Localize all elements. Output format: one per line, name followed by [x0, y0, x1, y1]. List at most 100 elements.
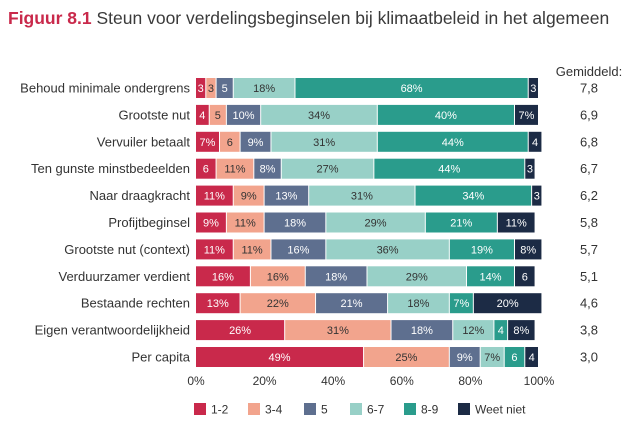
- bar-segment: [264, 185, 309, 206]
- data-label: 25%: [395, 352, 417, 364]
- data-label: 4: [529, 352, 535, 364]
- gemiddeld-value: 5,8: [580, 215, 598, 230]
- data-label: 31%: [351, 191, 373, 203]
- bar-segment: [209, 104, 226, 125]
- bar-segment: [271, 239, 326, 260]
- data-label: 9%: [241, 191, 257, 203]
- data-label: 7%: [484, 352, 500, 364]
- bar-segment: [326, 212, 425, 233]
- bar-segment: [497, 212, 535, 233]
- legend-swatch: [350, 403, 362, 415]
- bar-segment: [377, 104, 514, 125]
- data-label: 7%: [200, 137, 216, 149]
- gemiddeld-value: 6,8: [580, 134, 598, 149]
- data-label: 7%: [519, 110, 535, 122]
- data-label: 29%: [406, 271, 428, 283]
- bar-segment: [449, 239, 514, 260]
- bar-segment: [196, 158, 216, 179]
- data-label: 8%: [513, 325, 529, 337]
- data-label: 18%: [253, 83, 275, 95]
- gemiddeld-value: 5,7: [580, 242, 598, 257]
- data-label: 3: [198, 83, 204, 95]
- bar-segment: [473, 293, 542, 314]
- data-label: 27%: [317, 164, 339, 176]
- bar-segment: [196, 239, 233, 260]
- category-label: Eigen verantwoordelijkheid: [35, 323, 190, 338]
- data-label: 34%: [462, 191, 484, 203]
- data-label: 9%: [457, 352, 473, 364]
- bar-segment: [514, 239, 542, 260]
- legend-swatch: [404, 403, 416, 415]
- data-label: 7%: [453, 298, 469, 310]
- gemiddeld-header: Gemiddeld:: [556, 64, 622, 79]
- data-label: 18%: [284, 218, 306, 230]
- figure-number: Figuur 8.1: [8, 8, 92, 28]
- category-label: Bestaande rechten: [81, 296, 190, 311]
- legend-swatch: [248, 403, 260, 415]
- data-label: 40%: [435, 110, 457, 122]
- data-label: 4: [199, 110, 205, 122]
- data-label: 44%: [438, 164, 460, 176]
- gemiddeld-value: 6,9: [580, 107, 598, 122]
- legend-label: 1-2: [211, 403, 229, 417]
- bar-segment: [466, 266, 514, 287]
- bar-segment: [196, 131, 220, 152]
- category-label: Profijtbeginsel: [108, 215, 190, 230]
- data-label: 34%: [308, 110, 330, 122]
- bar-segment: [196, 104, 209, 125]
- data-label: 3: [527, 164, 533, 176]
- data-label: 3: [534, 191, 540, 203]
- data-label: 6: [511, 352, 517, 364]
- bar-segment: [305, 266, 367, 287]
- data-label: 26%: [229, 325, 251, 337]
- bar-segment: [196, 266, 250, 287]
- x-tick-label: 40%: [321, 374, 345, 388]
- category-label: Behoud minimale ondergrens: [20, 81, 190, 96]
- bar-segment: [220, 131, 240, 152]
- bar-segment: [196, 347, 364, 367]
- x-tick-label: 0%: [187, 374, 205, 388]
- gemiddeld-value: 6,2: [580, 188, 598, 203]
- category-label: Grootste nut (context): [64, 242, 190, 257]
- data-label: 21%: [341, 298, 363, 310]
- data-label: 49%: [269, 352, 291, 364]
- gemiddeld-value: 5,1: [580, 269, 598, 284]
- data-label: 9%: [203, 218, 219, 230]
- data-label: 11%: [204, 191, 225, 203]
- category-label: Ten gunste minstbedeelden: [31, 161, 190, 176]
- figure-title: Figuur 8.1 Steun voor verdelingsbeginsel…: [8, 8, 609, 29]
- data-label: 44%: [442, 137, 464, 149]
- bar-segment: [285, 320, 391, 341]
- data-label: 18%: [325, 271, 347, 283]
- x-tick-label: 60%: [390, 374, 414, 388]
- data-label: 12%: [462, 325, 484, 337]
- data-label: 11%: [241, 244, 262, 256]
- data-label: 18%: [407, 298, 429, 310]
- bar-segment: [281, 158, 374, 179]
- data-label: 36%: [377, 244, 399, 256]
- legend-swatch: [304, 403, 316, 415]
- bar-segment: [206, 78, 216, 98]
- data-label: 6: [203, 164, 209, 176]
- bar-segment: [532, 185, 542, 206]
- bar-segment: [261, 104, 377, 125]
- bar-segment: [504, 347, 525, 367]
- bar-segment: [480, 347, 504, 367]
- category-label: Per capita: [131, 350, 190, 365]
- bar-segment: [233, 185, 264, 206]
- bar-segment: [525, 158, 535, 179]
- category-label: Naar draagkracht: [90, 188, 191, 203]
- bar-segment: [216, 78, 233, 98]
- x-tick-label: 20%: [253, 374, 277, 388]
- gemiddeld-value: 3,8: [580, 323, 598, 338]
- data-label: 4: [498, 325, 504, 337]
- data-label: 68%: [401, 83, 423, 95]
- bar-segment: [391, 320, 453, 341]
- data-label: 16%: [287, 244, 309, 256]
- bar-segment: [196, 78, 206, 98]
- data-label: 11%: [224, 164, 245, 176]
- legend-label: 8-9: [421, 403, 439, 417]
- bar-segment: [196, 212, 226, 233]
- bar-segment: [514, 266, 535, 287]
- data-label: 31%: [313, 137, 335, 149]
